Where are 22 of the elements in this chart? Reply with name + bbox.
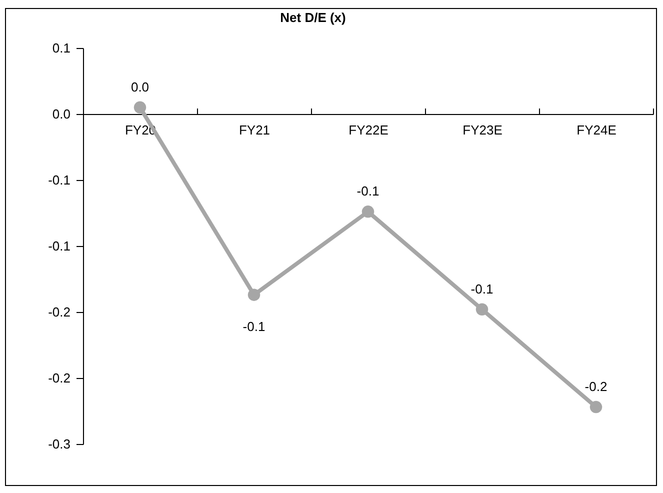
y-tick-label: 0.1 <box>52 40 70 56</box>
point <box>134 101 146 114</box>
chart-title: Net D/E (x) <box>280 10 346 25</box>
y-tick-label: -0.3 <box>48 436 70 452</box>
x-tick-label: FY21 <box>238 122 270 138</box>
data-label: 0.0 <box>130 79 150 94</box>
point <box>590 400 602 414</box>
y-tick-label: -0.2 <box>48 304 70 320</box>
y-tick-label: -0.1 <box>48 172 70 188</box>
y-tick-label: 0.0 <box>52 106 70 122</box>
data-label: -0.1 <box>242 318 266 334</box>
data-label: -0.2 <box>584 379 608 394</box>
x-tick-label: FY24E <box>576 122 617 138</box>
data-label: -0.1 <box>356 184 380 199</box>
data-label: -0.1 <box>470 281 494 296</box>
point <box>248 288 260 301</box>
point <box>362 206 374 218</box>
y-tick-label: -0.2 <box>48 370 70 386</box>
x-tick-label: FY22E <box>348 122 389 138</box>
x-tick-label: FY23E <box>462 122 503 138</box>
point <box>476 303 488 316</box>
y-tick-label: -0.1 <box>48 238 70 254</box>
